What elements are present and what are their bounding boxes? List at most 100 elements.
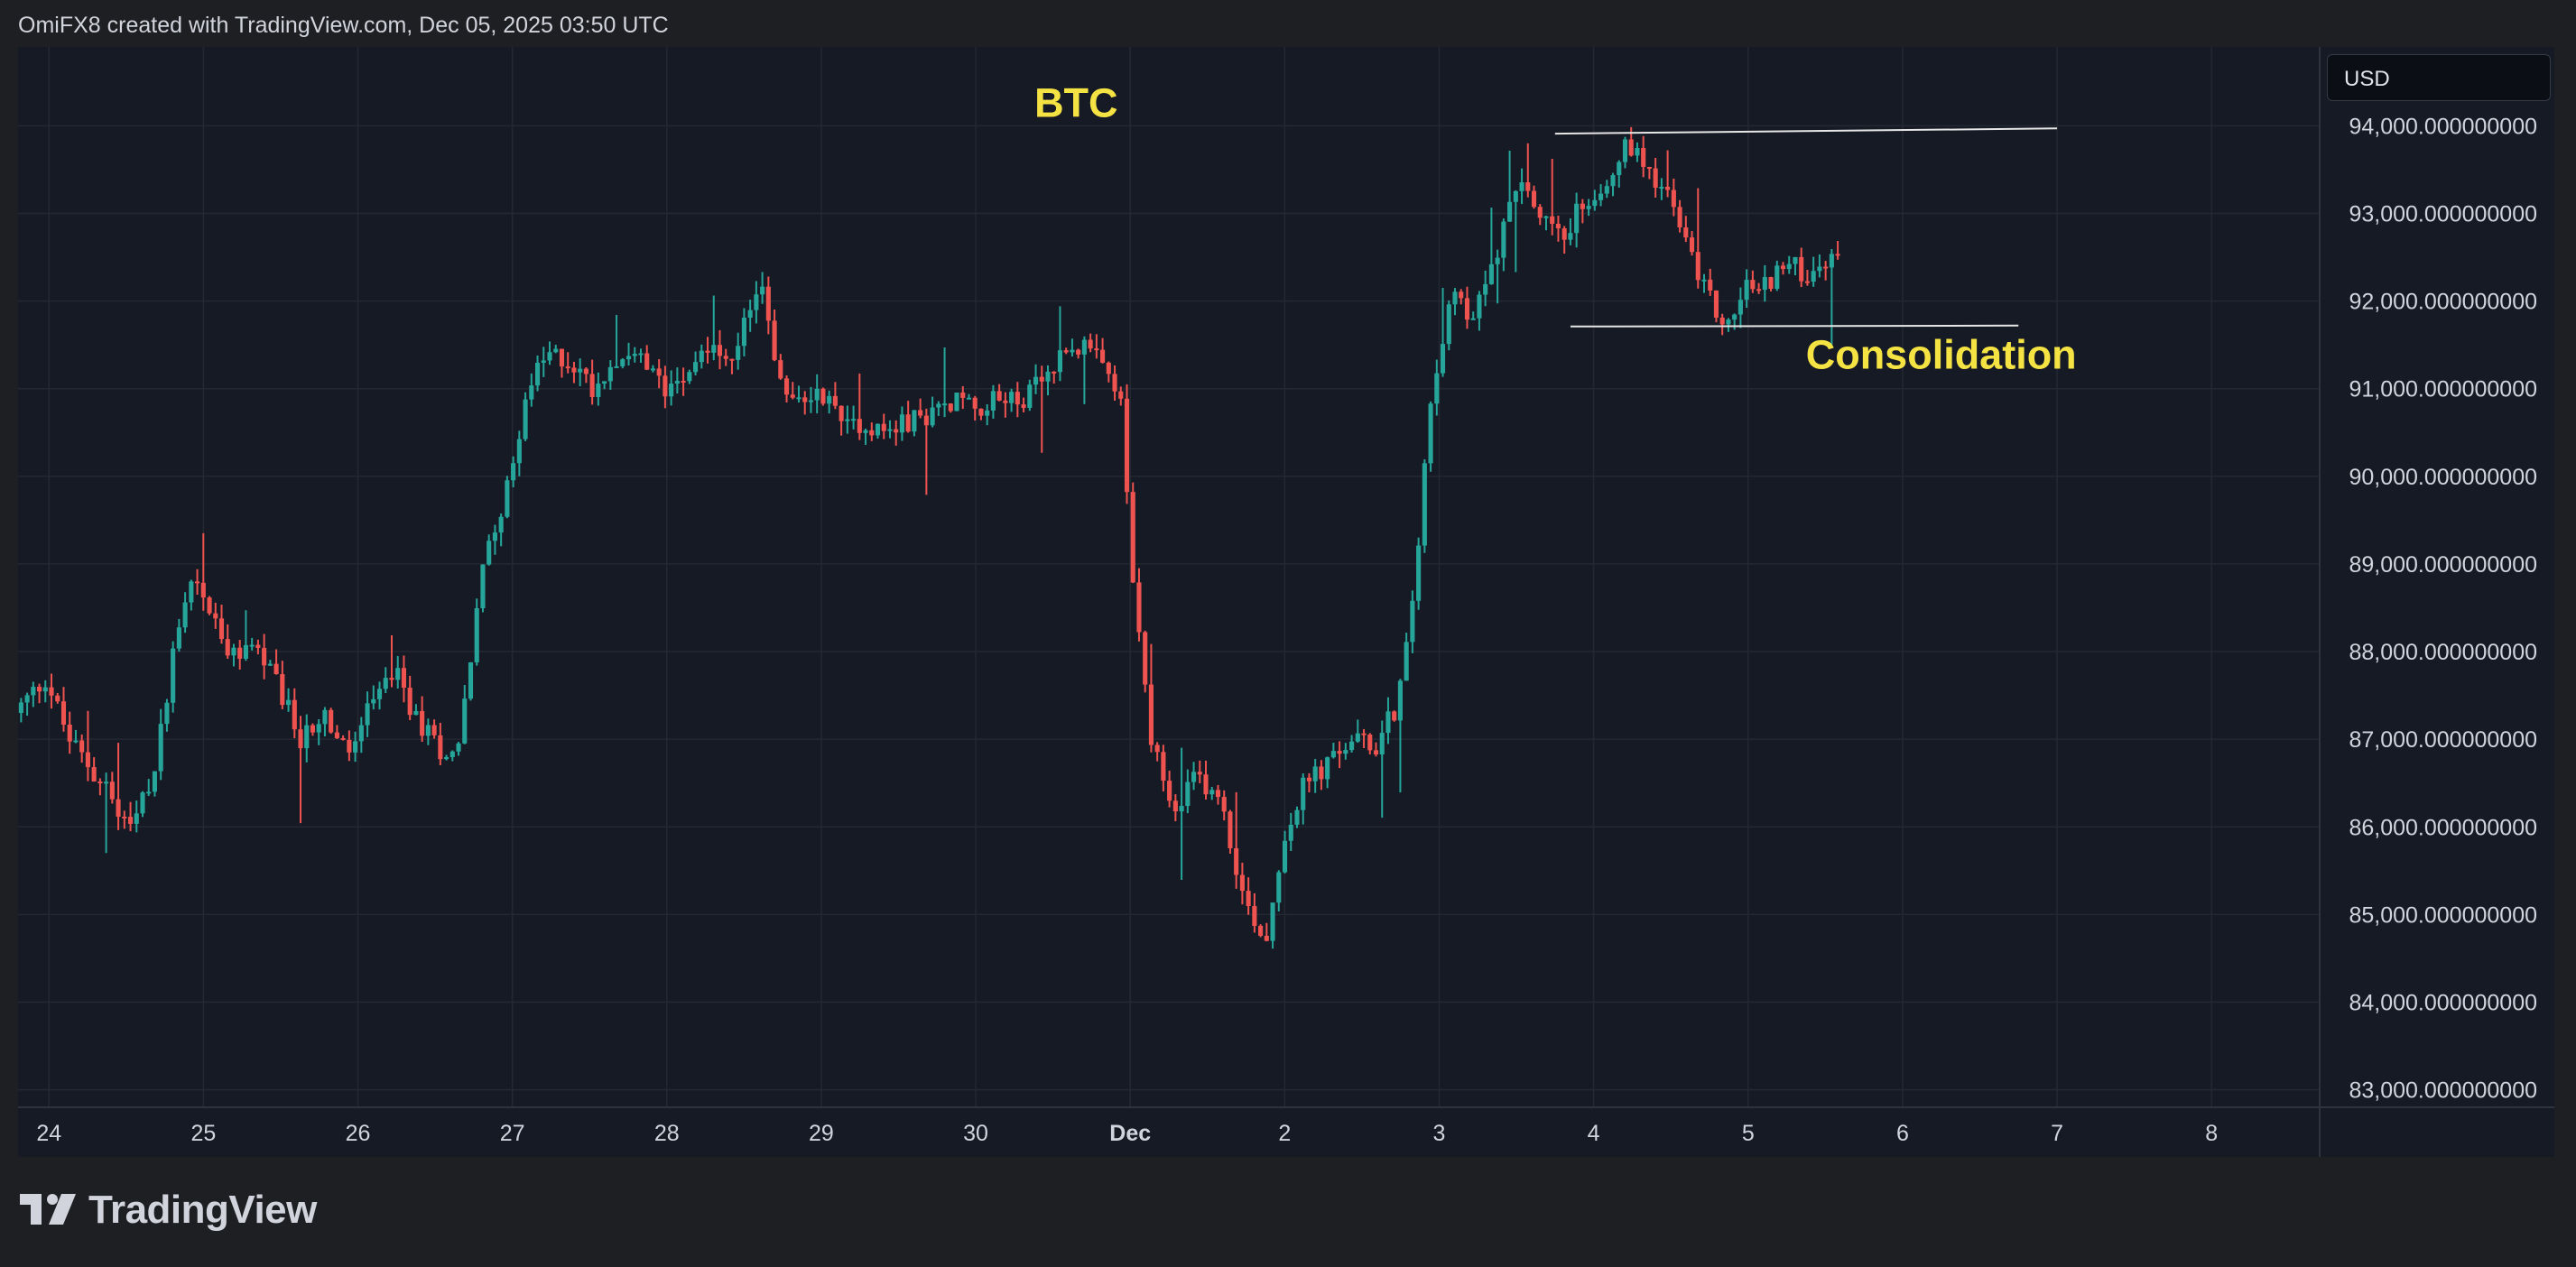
- candle-body[interactable]: [1464, 298, 1470, 320]
- candle-body[interactable]: [407, 688, 412, 716]
- candle-body[interactable]: [492, 532, 497, 541]
- candle-body[interactable]: [292, 699, 297, 730]
- candle-body[interactable]: [91, 767, 97, 782]
- candle-body[interactable]: [1543, 216, 1549, 218]
- candle-body[interactable]: [1422, 463, 1427, 546]
- candle-body[interactable]: [1744, 280, 1749, 301]
- consolidation-annotation[interactable]: Consolidation: [1806, 331, 2077, 377]
- candle-body[interactable]: [1076, 349, 1081, 355]
- candle-body[interactable]: [1343, 750, 1348, 754]
- candle-body[interactable]: [705, 350, 710, 353]
- candle-body[interactable]: [1361, 733, 1367, 735]
- candle-body[interactable]: [498, 516, 504, 533]
- candle-body[interactable]: [1762, 277, 1767, 291]
- candle-body[interactable]: [936, 403, 941, 408]
- candle-body[interactable]: [620, 359, 625, 366]
- candle-body[interactable]: [1404, 642, 1409, 681]
- candle-body[interactable]: [1561, 228, 1567, 240]
- candle-body[interactable]: [1732, 314, 1737, 320]
- candle-body[interactable]: [255, 644, 261, 648]
- candle-body[interactable]: [1659, 187, 1664, 190]
- candle-body[interactable]: [1695, 252, 1700, 281]
- candle-body[interactable]: [1252, 906, 1257, 926]
- candle-body[interactable]: [1708, 279, 1713, 291]
- candle-body[interactable]: [754, 294, 759, 310]
- candle-body[interactable]: [1052, 371, 1057, 374]
- candle-body[interactable]: [541, 360, 546, 363]
- candle-body[interactable]: [1495, 257, 1500, 264]
- candle-body[interactable]: [285, 699, 292, 706]
- candle-body[interactable]: [1446, 304, 1451, 345]
- candle-body[interactable]: [1537, 207, 1543, 218]
- candle-body[interactable]: [1325, 757, 1330, 780]
- candle-body[interactable]: [24, 695, 30, 703]
- candle-body[interactable]: [1373, 750, 1379, 754]
- candle-body[interactable]: [978, 408, 984, 416]
- candle-body[interactable]: [583, 368, 588, 375]
- candle-body[interactable]: [395, 668, 401, 680]
- candle-body[interactable]: [1234, 847, 1239, 875]
- candle-body[interactable]: [1452, 291, 1458, 305]
- candle-body[interactable]: [1410, 600, 1415, 643]
- candle-body[interactable]: [37, 687, 42, 692]
- candle-body[interactable]: [930, 407, 935, 426]
- candle-body[interactable]: [699, 350, 704, 363]
- candle-body[interactable]: [1531, 190, 1537, 208]
- candle-body[interactable]: [486, 541, 492, 565]
- candle-body[interactable]: [116, 799, 121, 817]
- candle-body[interactable]: [625, 356, 632, 360]
- support-line[interactable]: [1570, 324, 2019, 328]
- candle-body[interactable]: [176, 627, 181, 649]
- candle-body[interactable]: [104, 781, 109, 784]
- candle-body[interactable]: [1009, 392, 1015, 403]
- candle-body[interactable]: [1804, 281, 1810, 283]
- candle-body[interactable]: [1154, 744, 1160, 753]
- candle-body[interactable]: [213, 613, 218, 619]
- candle-body[interactable]: [1483, 283, 1488, 295]
- candle-body[interactable]: [851, 419, 857, 421]
- candle-body[interactable]: [632, 354, 637, 356]
- candle-body[interactable]: [389, 678, 394, 680]
- candle-body[interactable]: [674, 381, 680, 384]
- candle-body[interactable]: [55, 695, 60, 702]
- candle-body[interactable]: [1088, 339, 1093, 349]
- candle-body[interactable]: [1689, 237, 1695, 253]
- candle-body[interactable]: [1604, 186, 1609, 194]
- candle-body[interactable]: [1239, 874, 1245, 892]
- candle-body[interactable]: [1015, 392, 1020, 405]
- candle-body[interactable]: [1355, 733, 1360, 742]
- candle-body[interactable]: [1665, 187, 1671, 190]
- candle-body[interactable]: [857, 419, 862, 433]
- candle-body[interactable]: [1063, 350, 1069, 353]
- candle-body[interactable]: [717, 345, 723, 356]
- candle-body[interactable]: [1550, 216, 1555, 224]
- candle-body[interactable]: [182, 602, 188, 628]
- candle-body[interactable]: [1780, 265, 1786, 270]
- candle-body[interactable]: [195, 581, 200, 584]
- candle-body[interactable]: [158, 724, 163, 772]
- candle-body[interactable]: [1215, 790, 1221, 798]
- candle-body[interactable]: [1136, 582, 1142, 633]
- candle-body[interactable]: [996, 391, 1002, 401]
- candle-body[interactable]: [267, 663, 273, 666]
- candle-body[interactable]: [1301, 777, 1306, 810]
- candle-body[interactable]: [456, 743, 461, 752]
- candle-body[interactable]: [912, 410, 917, 432]
- candle-body[interactable]: [505, 480, 510, 517]
- candle-body[interactable]: [1349, 741, 1355, 751]
- candle-body[interactable]: [353, 741, 358, 753]
- candle-body[interactable]: [1185, 781, 1191, 807]
- candle-body[interactable]: [85, 752, 90, 768]
- candle-body[interactable]: [42, 687, 48, 692]
- candle-body[interactable]: [1392, 711, 1397, 721]
- candle-body[interactable]: [1228, 811, 1233, 848]
- candle-body[interactable]: [918, 410, 923, 416]
- candle-body[interactable]: [164, 702, 170, 725]
- candle-body[interactable]: [589, 374, 595, 397]
- candle-body[interactable]: [790, 394, 795, 398]
- candle-body[interactable]: [1470, 318, 1476, 320]
- candle-body[interactable]: [262, 647, 267, 666]
- candle-body[interactable]: [146, 791, 152, 794]
- candle-body[interactable]: [1507, 201, 1513, 222]
- candle-body[interactable]: [723, 356, 728, 359]
